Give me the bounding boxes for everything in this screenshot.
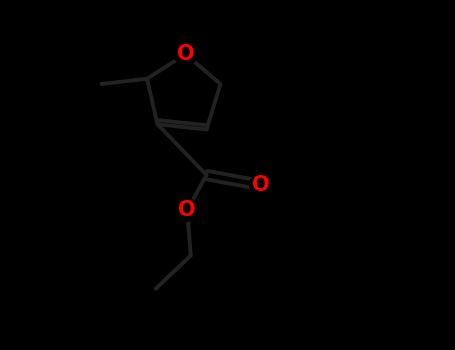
Circle shape bbox=[249, 174, 272, 196]
Text: O: O bbox=[178, 200, 196, 220]
Circle shape bbox=[174, 43, 197, 65]
Circle shape bbox=[176, 199, 198, 221]
Text: O: O bbox=[177, 44, 194, 64]
Text: O: O bbox=[252, 175, 269, 195]
